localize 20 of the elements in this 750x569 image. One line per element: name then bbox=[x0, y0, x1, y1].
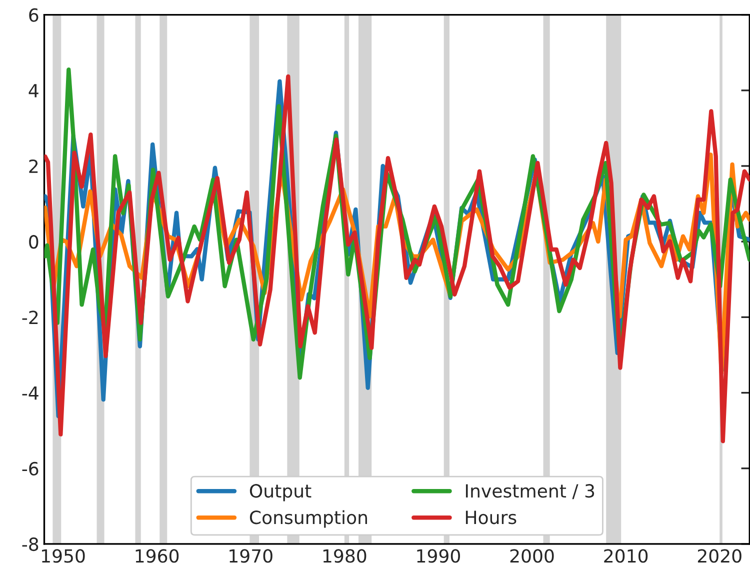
legend-label: Consumption bbox=[250, 510, 367, 528]
y-tick-label: 2 bbox=[29, 159, 38, 173]
x-tick-label: 1960 bbox=[136, 549, 179, 563]
x-tick-label: 1980 bbox=[323, 549, 366, 563]
legend-label: Investment / 3 bbox=[466, 484, 594, 500]
y-tick-label: 6 bbox=[29, 8, 38, 22]
x-tick-label: 2010 bbox=[604, 549, 648, 563]
legend-label: Output bbox=[250, 484, 312, 502]
x-tick-label: 1950 bbox=[42, 549, 85, 563]
x-tick-label: 2000 bbox=[510, 549, 554, 563]
x-tick-label: 1990 bbox=[417, 549, 460, 563]
x-tick-label: 2020 bbox=[698, 549, 742, 563]
x-tick-label: 1970 bbox=[230, 549, 272, 563]
y-tick-label: -2 bbox=[22, 310, 38, 324]
y-tick-label: 4 bbox=[28, 84, 38, 98]
y-tick-label: -6 bbox=[22, 462, 38, 476]
y-tick-label: 0 bbox=[29, 235, 38, 249]
y-tick-label: -4 bbox=[22, 386, 38, 400]
legend-label: Hours bbox=[466, 510, 516, 524]
y-tick-label: -8 bbox=[22, 537, 38, 552]
